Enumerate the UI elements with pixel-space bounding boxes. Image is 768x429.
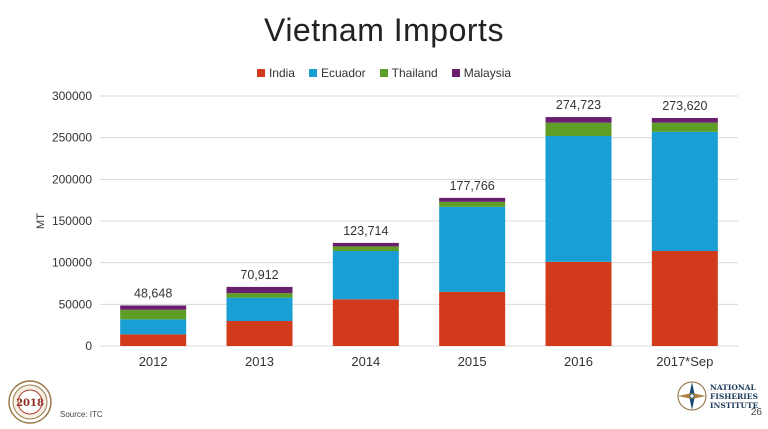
bar-total-label: 273,620: [662, 99, 707, 113]
bar-malaysia: [439, 197, 506, 202]
x-tick-label: 2016: [564, 354, 593, 369]
bar-ecuador: [651, 131, 718, 251]
nfi-logo-line-1: NATIONAL: [710, 383, 757, 392]
x-tick-label: 2012: [139, 354, 168, 369]
bar-total-label: 123,714: [343, 224, 388, 238]
bar-total-label: 177,766: [450, 179, 495, 193]
bar-total-label: 274,723: [556, 98, 601, 112]
y-tick-label: 100000: [52, 256, 92, 270]
bar-india: [226, 321, 293, 346]
bar-ecuador: [226, 297, 293, 321]
x-tick-label: 2014: [351, 354, 380, 369]
y-tick-label: 50000: [59, 297, 93, 311]
bar-thailand: [545, 122, 612, 136]
bar-india: [651, 251, 718, 346]
legend-label-thailand: Thailand: [391, 66, 438, 80]
bar-malaysia: [651, 117, 718, 123]
y-tick-label: 250000: [52, 131, 92, 145]
legend-item-ecuador: Ecuador: [308, 66, 366, 80]
bar-thailand: [226, 293, 293, 298]
bar-india: [332, 299, 399, 346]
legend-swatch-thailand: [379, 69, 388, 77]
legend-swatch-malaysia: [451, 69, 460, 77]
x-tick-label: 2015: [458, 354, 487, 369]
y-tick-label: 0: [85, 339, 92, 353]
bar-malaysia: [332, 242, 399, 247]
source-note: Source: ITC: [60, 410, 103, 419]
chart-legend: India Ecuador Thailand Malaysia: [0, 66, 768, 80]
legend-item-malaysia: Malaysia: [451, 66, 512, 80]
bar-total-label: 70,912: [240, 268, 278, 282]
page-number: 26: [750, 407, 762, 418]
bar-thailand: [651, 122, 718, 132]
bar-ecuador: [545, 136, 612, 262]
bar-india: [120, 334, 187, 346]
compass-rose-icon: [677, 381, 707, 411]
legend-label-india: India: [268, 66, 295, 80]
x-tick-label: 2017*Sep: [656, 354, 713, 369]
y-tick-label: 200000: [52, 172, 92, 186]
nfi-logo-line-3: INSTITUTE: [710, 401, 759, 410]
bar-ecuador: [120, 319, 187, 335]
page-title: Vietnam Imports: [264, 12, 504, 48]
y-tick-label: 150000: [52, 214, 92, 228]
bar-malaysia: [120, 305, 187, 310]
legend-item-india: India: [256, 66, 295, 80]
bar-total-label: 48,648: [134, 286, 172, 300]
legend-item-thailand: Thailand: [379, 66, 438, 80]
bar-thailand: [332, 246, 399, 251]
legend-label-ecuador: Ecuador: [320, 66, 366, 80]
national-fisheries-institute-logo: NATIONAL FISHERIES INSTITUTE: [677, 381, 759, 411]
bar-malaysia: [545, 117, 612, 123]
bar-malaysia: [226, 286, 293, 294]
bar-india: [439, 291, 506, 346]
bar-ecuador: [439, 206, 506, 292]
x-tick-label: 2013: [245, 354, 274, 369]
bar-thailand: [439, 201, 506, 207]
legend-label-malaysia: Malaysia: [463, 66, 512, 80]
legend-swatch-ecuador: [308, 69, 317, 77]
conference-seal-logo: 2018: [8, 380, 52, 424]
y-tick-label: 300000: [52, 89, 92, 103]
nfi-logo-line-2: FISHERIES: [710, 392, 758, 401]
bar-india: [545, 261, 612, 346]
bar-ecuador: [332, 251, 399, 300]
seal-logo-year: 2018: [16, 398, 44, 409]
bar-thailand: [120, 309, 187, 320]
legend-swatch-india: [256, 69, 265, 77]
y-axis-title: MT: [35, 213, 47, 229]
